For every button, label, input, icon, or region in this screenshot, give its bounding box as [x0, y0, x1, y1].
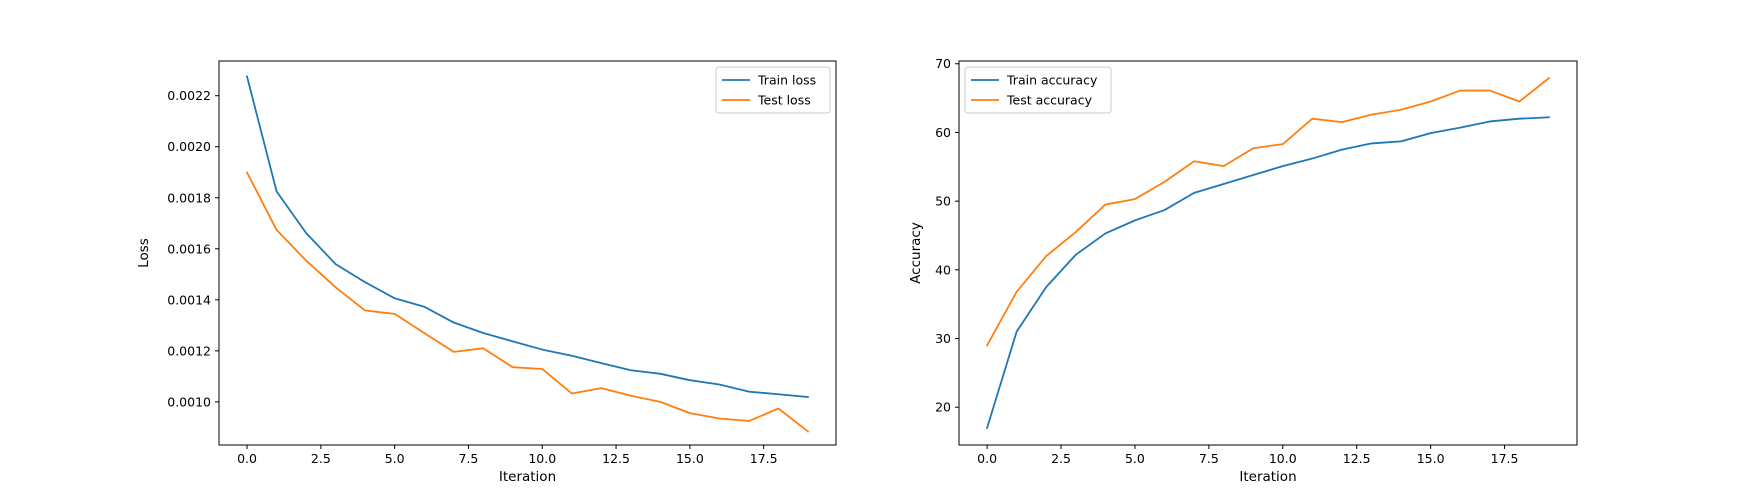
series-line-1	[245, 171, 810, 433]
x-tick-label: 2.5	[1051, 451, 1071, 466]
series-line-1	[985, 76, 1551, 347]
legend-label-0: Train loss	[757, 73, 816, 88]
y-axis-label: Loss	[136, 238, 152, 268]
y-tick-label: 0.0022	[167, 88, 211, 103]
y-tick-label: 0.0018	[167, 190, 211, 205]
x-tick-label: 7.5	[1199, 451, 1219, 466]
legend-label-1: Test accuracy	[1006, 93, 1093, 108]
axes-frame	[218, 60, 837, 446]
legend-box	[964, 66, 1112, 114]
x-tick-label: 15.0	[1417, 451, 1445, 466]
x-tick-label: 5.0	[385, 451, 405, 466]
x-tick-label: 0.0	[237, 451, 257, 466]
legend: Train accuracy Test accuracy	[964, 66, 1112, 114]
x-tick-label: 5.0	[1125, 451, 1145, 466]
x-tick-label: 7.5	[459, 451, 479, 466]
x-axis-label: Iteration	[499, 469, 556, 485]
legend: Train loss Test loss	[715, 66, 831, 114]
y-tick-label: 0.0012	[167, 343, 211, 358]
axes-frame	[958, 60, 1578, 446]
legend-box	[715, 66, 831, 114]
x-tick-label: 12.5	[1343, 451, 1371, 466]
series-line-0	[245, 75, 809, 399]
y-tick-label: 20	[935, 400, 951, 415]
x-tick-label: 17.5	[750, 451, 778, 466]
y-tick-label: 50	[935, 194, 951, 209]
y-tick-label: 60	[935, 125, 951, 140]
x-tick-label: 17.5	[1491, 451, 1519, 466]
y-tick-label: 0.0016	[167, 241, 211, 256]
accuracy-chart: 0.0 2.5 5.0 7.5 10.0 12.5 15.0 17.5 20 30 40 50 60 70…	[908, 56, 1578, 485]
x-tick-label: 0.0	[977, 451, 997, 466]
loss-chart: 0.0 2.5 5.0 7.5 10.0 12.5 15.0 17.5 0.0010 0.0012…	[136, 60, 837, 485]
y-tick-label: 70	[935, 56, 951, 71]
series-line-0	[985, 116, 1550, 429]
y-tick-label: 40	[935, 262, 951, 277]
x-tick-label: 10.0	[1269, 451, 1297, 466]
x-tick-label: 15.0	[676, 451, 704, 466]
x-axis-label: Iteration	[1239, 469, 1296, 485]
x-tick-label: 12.5	[602, 451, 630, 466]
y-tick-label: 0.0010	[167, 394, 211, 409]
y-tick-label: 0.0020	[167, 139, 211, 154]
y-tick-label: 0.0014	[167, 292, 211, 307]
y-axis-label: Accuracy	[908, 222, 924, 284]
legend-label-1: Test loss	[757, 93, 811, 108]
legend-label-0: Train accuracy	[1006, 73, 1098, 88]
x-tick-label: 2.5	[311, 451, 331, 466]
x-tick-label: 10.0	[528, 451, 556, 466]
y-tick-label: 30	[935, 331, 951, 346]
